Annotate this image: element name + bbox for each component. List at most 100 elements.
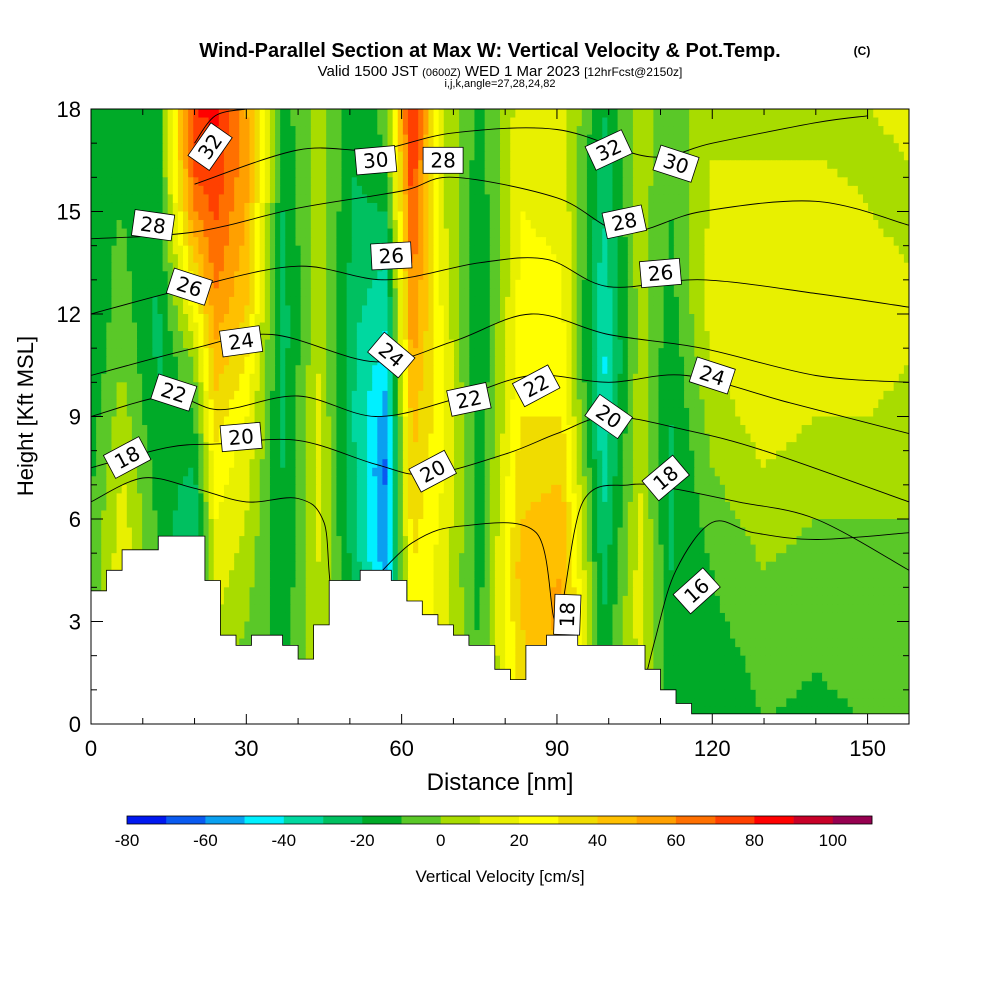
velocity-cell: [198, 322, 205, 332]
velocity-cell: [607, 262, 614, 272]
velocity-cell: [525, 194, 532, 204]
velocity-cell: [551, 202, 557, 213]
velocity-cell: [453, 322, 460, 332]
velocity-cell: [551, 126, 557, 136]
velocity-cell: [520, 177, 527, 187]
velocity-cell: [361, 331, 368, 341]
velocity-cell: [484, 314, 491, 324]
velocity-cell: [740, 177, 746, 187]
velocity-cell: [239, 194, 245, 204]
velocity-cell: [300, 237, 307, 247]
velocity-cell: [868, 365, 874, 375]
velocity-cell: [622, 339, 629, 349]
velocity-cell: [750, 254, 757, 264]
velocity-cell: [719, 262, 726, 272]
velocity-cell: [597, 348, 603, 358]
velocity-cell: [116, 245, 123, 255]
velocity-cell: [546, 262, 552, 272]
velocity-cell: [361, 134, 368, 144]
velocity-cell: [300, 288, 307, 298]
velocity-cell: [96, 237, 102, 247]
velocity-cell: [402, 228, 409, 238]
velocity-cell: [852, 254, 859, 264]
velocity-cell: [351, 134, 358, 144]
velocity-cell: [428, 314, 435, 324]
velocity-cell: [361, 245, 368, 255]
velocity-cell: [336, 331, 343, 341]
velocity-cell: [755, 322, 762, 332]
velocity-cell: [428, 202, 435, 213]
velocity-cell: [510, 245, 516, 255]
velocity-cell: [131, 356, 138, 366]
velocity-cell: [627, 331, 634, 341]
velocity-cell: [285, 279, 291, 289]
velocity-cell: [295, 185, 302, 196]
velocity-cell: [203, 262, 210, 272]
velocity-cell: [300, 245, 307, 255]
velocity-cell: [137, 177, 143, 187]
velocity-cell: [310, 177, 317, 187]
velocity-cell: [295, 305, 302, 315]
velocity-cell: [648, 228, 654, 238]
velocity-cell: [413, 126, 419, 136]
velocity-cell: [428, 194, 435, 204]
velocity-cell: [305, 271, 312, 281]
velocity-cell: [515, 296, 522, 307]
velocity-cell: [484, 228, 491, 238]
velocity-cell: [121, 220, 128, 230]
velocity-cell: [678, 202, 685, 213]
velocity-cell: [546, 339, 552, 349]
velocity-cell: [500, 228, 506, 238]
velocity-cell: [868, 202, 874, 213]
velocity-cell: [638, 296, 644, 307]
velocity-cell: [249, 185, 256, 196]
velocity-cell: [888, 109, 895, 119]
velocity-cell: [433, 177, 440, 187]
velocity-cell: [188, 185, 194, 196]
velocity-cell: [561, 331, 568, 341]
velocity-cell: [653, 296, 660, 307]
velocity-cell: [147, 314, 153, 324]
velocity-cell: [183, 348, 189, 358]
velocity-cell: [489, 348, 496, 358]
velocity-cell: [873, 160, 879, 170]
velocity-cell: [413, 314, 419, 324]
velocity-cell: [648, 288, 654, 298]
velocity-cell: [576, 305, 583, 315]
velocity-cell: [489, 202, 496, 213]
velocity-cell: [152, 331, 159, 341]
velocity-cell: [295, 220, 302, 230]
velocity-cell: [852, 271, 859, 281]
velocity-cell: [535, 143, 542, 153]
velocity-cell: [694, 194, 700, 204]
velocity-cell: [719, 296, 726, 307]
velocity-cell: [653, 356, 660, 366]
velocity-cell: [377, 237, 384, 247]
velocity-cell: [592, 211, 598, 221]
velocity-cell: [494, 254, 501, 264]
velocity-cell: [571, 305, 578, 315]
velocity-cell: [551, 211, 557, 221]
velocity-cell: [546, 305, 552, 315]
velocity-cell: [331, 134, 337, 144]
velocity-cell: [862, 237, 869, 247]
velocity-cell: [121, 262, 128, 272]
velocity-cell: [223, 365, 230, 375]
velocity-cell: [556, 134, 562, 144]
velocity-cell: [643, 143, 649, 153]
velocity-cell: [500, 185, 506, 196]
velocity-cell: [280, 211, 286, 221]
velocity-cell: [438, 356, 445, 366]
velocity-cell: [546, 160, 552, 170]
velocity-cell: [648, 194, 654, 204]
velocity-cell: [367, 177, 373, 187]
velocity-cell: [479, 339, 486, 349]
velocity-cell: [668, 134, 675, 144]
velocity-cell: [546, 288, 552, 298]
velocity-cell: [356, 322, 363, 332]
velocity-cell: [530, 211, 537, 221]
velocity-cell: [469, 322, 476, 332]
velocity-cell: [592, 185, 598, 196]
velocity-cell: [177, 228, 184, 238]
velocity-cell: [264, 168, 271, 178]
